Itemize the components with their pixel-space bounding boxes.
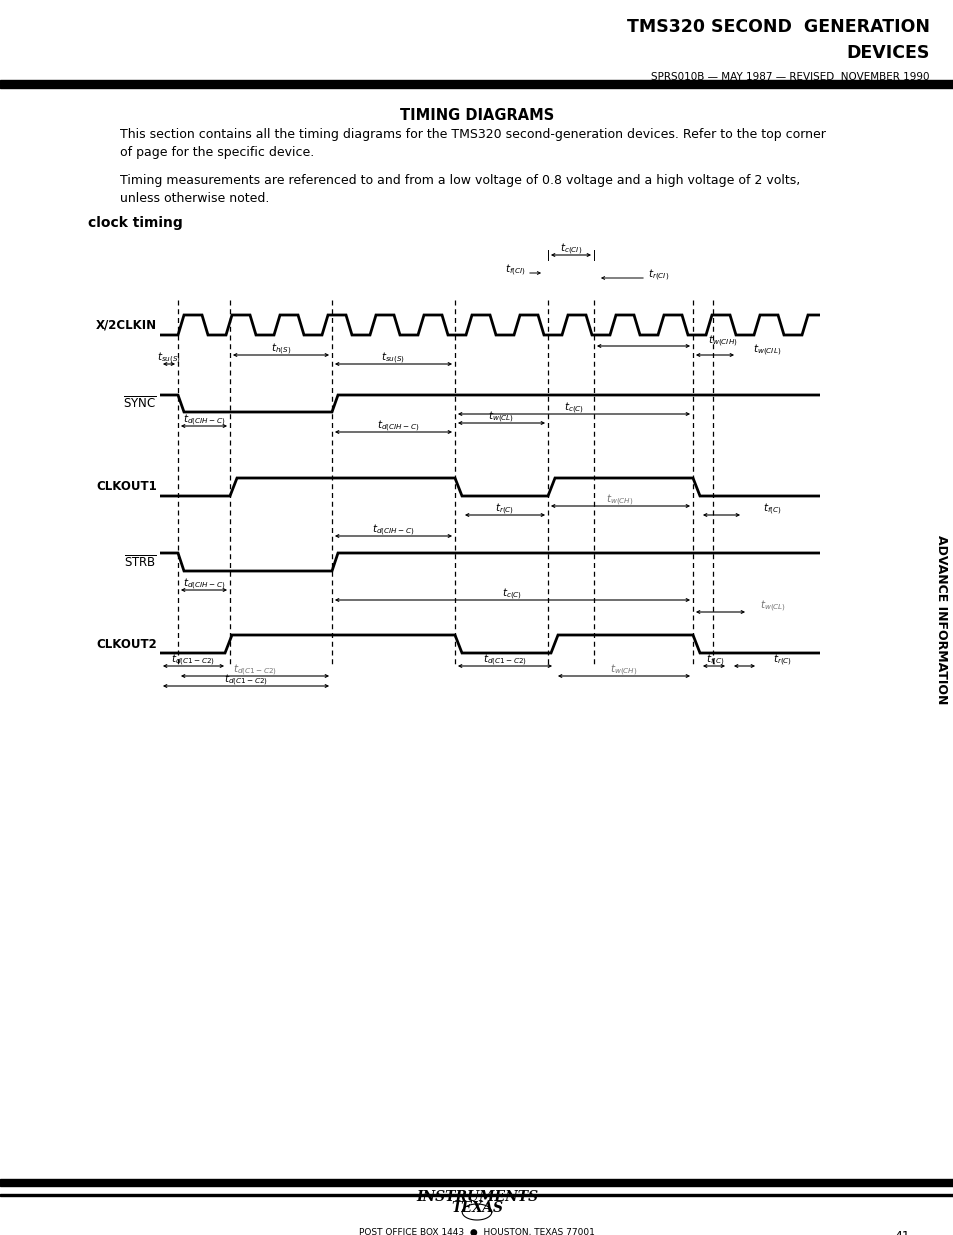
Text: $t_{w(CL)}$: $t_{w(CL)}$ — [487, 409, 514, 425]
Text: ADVANCE INFORMATION: ADVANCE INFORMATION — [935, 535, 947, 705]
Text: $t_{c(CI)}$: $t_{c(CI)}$ — [559, 241, 581, 257]
Text: $t_{f(C)}$: $t_{f(C)}$ — [762, 501, 781, 516]
Text: TMS320 SECOND  GENERATION: TMS320 SECOND GENERATION — [626, 19, 929, 36]
Text: $t_{r(C)}$: $t_{r(C)}$ — [772, 652, 791, 668]
Text: $t_{f(C)}$: $t_{f(C)}$ — [705, 652, 723, 668]
Text: DEVICES: DEVICES — [845, 44, 929, 62]
Text: $t_{c(C)}$: $t_{c(C)}$ — [501, 587, 521, 601]
Text: CLKOUT2: CLKOUT2 — [96, 637, 157, 651]
Text: Timing measurements are referenced to and from a low voltage of 0.8 voltage and : Timing measurements are referenced to an… — [120, 174, 800, 205]
Text: $t_{d(C1-C2)}$: $t_{d(C1-C2)}$ — [171, 652, 214, 668]
Text: clock timing: clock timing — [88, 216, 183, 230]
Text: $t_{su(S)}$: $t_{su(S)}$ — [157, 351, 181, 366]
Text: INSTRUMENTS: INSTRUMENTS — [416, 1191, 537, 1204]
Text: $t_{r(C)}$: $t_{r(C)}$ — [495, 501, 514, 516]
Text: $\overline{\rm STRB}$: $\overline{\rm STRB}$ — [124, 555, 157, 569]
Bar — [0, 1193, 953, 1195]
Text: TIMING DIAGRAMS: TIMING DIAGRAMS — [399, 107, 554, 124]
Text: $t_{d(CIH-C)}$: $t_{d(CIH-C)}$ — [376, 419, 418, 433]
Text: $t_{w(CIL)}$: $t_{w(CIL)}$ — [752, 342, 781, 358]
Text: $t_{d(C1-C2)}$: $t_{d(C1-C2)}$ — [482, 652, 526, 668]
Text: $t_{r(CI)}$: $t_{r(CI)}$ — [647, 267, 669, 283]
Text: $t_{d(CIH-C)}$: $t_{d(CIH-C)}$ — [183, 577, 225, 592]
Text: $t_{d(CIH-C)}$: $t_{d(CIH-C)}$ — [372, 522, 414, 537]
Text: SPRS010B — MAY 1987 — REVISED  NOVEMBER 1990: SPRS010B — MAY 1987 — REVISED NOVEMBER 1… — [651, 72, 929, 82]
Text: POST OFFICE BOX 1443  ●  HOUSTON, TEXAS 77001: POST OFFICE BOX 1443 ● HOUSTON, TEXAS 77… — [358, 1228, 595, 1235]
Text: $\overline{\rm SYNC}$: $\overline{\rm SYNC}$ — [123, 395, 157, 411]
Text: $t_{w(CH)}$: $t_{w(CH)}$ — [605, 493, 633, 508]
Text: $t_{h(S)}$: $t_{h(S)}$ — [271, 341, 291, 357]
Text: $t_{w(CL)}$: $t_{w(CL)}$ — [760, 598, 785, 614]
Text: $t_{w(CIH)}$: $t_{w(CIH)}$ — [707, 333, 737, 348]
Text: $t_{d(C1-C2)}$: $t_{d(C1-C2)}$ — [224, 672, 268, 688]
Text: X/2CLKIN: X/2CLKIN — [95, 319, 157, 331]
Text: 41: 41 — [893, 1230, 909, 1235]
Text: $t_{d(C1-C2)}$: $t_{d(C1-C2)}$ — [233, 662, 276, 678]
Bar — [0, 1179, 953, 1186]
Text: TEXAS: TEXAS — [451, 1200, 502, 1215]
Text: $t_{c(C)}$: $t_{c(C)}$ — [563, 400, 583, 416]
Text: CLKOUT1: CLKOUT1 — [96, 480, 157, 494]
Bar — [0, 80, 953, 88]
Text: $t_{f(CI)}$: $t_{f(CI)}$ — [504, 262, 525, 278]
Text: $t_{d(CIH-C)}$: $t_{d(CIH-C)}$ — [183, 412, 225, 427]
Text: $t_{su(S)}$: $t_{su(S)}$ — [380, 351, 405, 366]
Text: This section contains all the timing diagrams for the TMS320 second-generation d: This section contains all the timing dia… — [120, 128, 825, 159]
Text: $t_{w(CH)}$: $t_{w(CH)}$ — [610, 662, 638, 678]
